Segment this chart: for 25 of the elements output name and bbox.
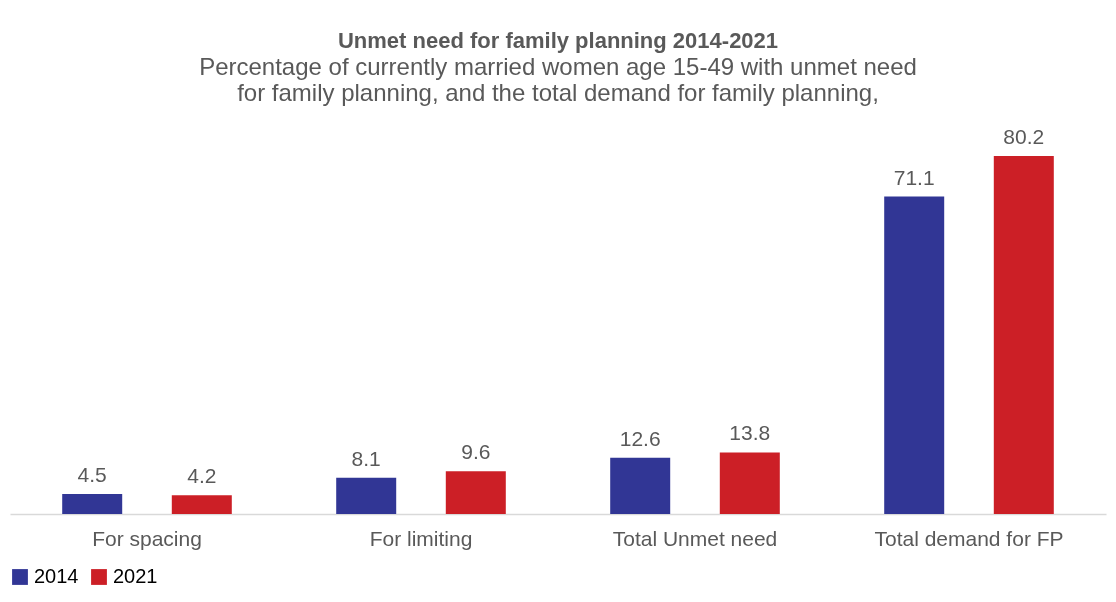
data-label: 8.1 [351, 446, 381, 470]
bar [719, 452, 780, 514]
bar [171, 495, 232, 514]
legend-label: 2021 [113, 565, 158, 587]
x-tick-label: For spacing [92, 526, 202, 550]
legend-label: 2014 [34, 565, 79, 587]
x-tick-label: Total demand for FP [874, 526, 1064, 550]
bar [62, 493, 123, 514]
x-tick-label: For limiting [369, 526, 473, 550]
text: for family planning, and the total demand for family planning, [237, 79, 879, 106]
text: Percentage of currently married women age 15-49 with unmet need [199, 53, 917, 80]
bar [993, 156, 1054, 514]
chart-title: Unmet need for family planning 2014-2021 [337, 28, 779, 53]
bar [884, 196, 945, 514]
data-label: 4.5 [77, 462, 107, 486]
x-tick-label: Total Unmet need [612, 526, 778, 550]
data-label: 71.1 [893, 165, 935, 189]
data-label: 12.6 [619, 426, 661, 450]
bar [445, 471, 506, 514]
data-label: 4.2 [187, 464, 217, 488]
bar [336, 477, 397, 514]
data-label: 13.8 [729, 421, 771, 445]
bar [610, 457, 671, 514]
data-label: 80.2 [1003, 125, 1045, 148]
data-label: 9.6 [461, 440, 491, 464]
